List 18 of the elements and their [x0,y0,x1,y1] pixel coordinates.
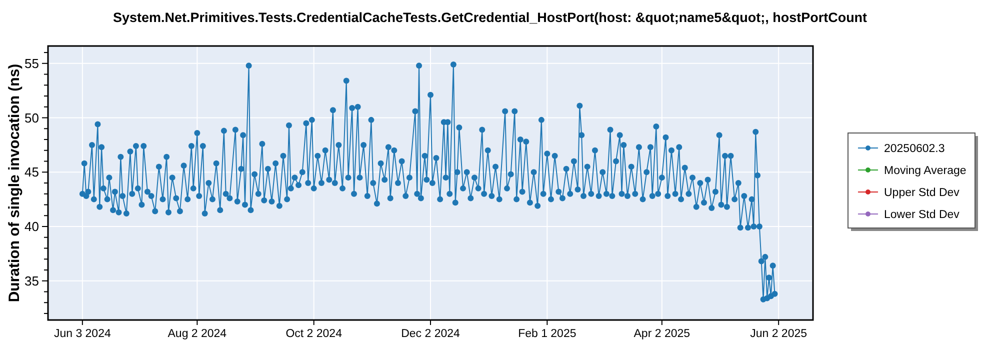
legend-label: Upper Std Dev [884,187,960,199]
x-tick-label: Feb 1 2025 [518,328,576,340]
y-axis-title: Duration of single invocation (ns) [6,64,23,302]
y-tick-label: 50 [24,110,39,126]
legend-label: 20250602.3 [884,143,945,155]
x-tick-label: Jun 3 2024 [54,328,112,340]
chart-title: System.Net.Primitives.Tests.CredentialCacheTests.GetCredential_HostPort(host: &quot;name5&quot;, hostPortCount [112,10,868,25]
x-tick-label: Jun 2 2025 [750,328,808,340]
legend-label: Lower Std Dev [884,209,960,221]
y-tick-label: 55 [24,56,39,71]
x-tick-label: Apr 2 2025 [634,328,690,340]
x-tick-label: Aug 2 2024 [168,328,228,340]
y-tick-label: 45 [24,164,39,180]
legend-label: Moving Average [884,165,966,177]
x-tick-label: Oct 2 2024 [286,328,343,340]
y-tick-label: 35 [24,273,39,288]
y-tick-label: 40 [24,218,39,234]
x-tick-label: Dec 2 2024 [401,328,461,340]
